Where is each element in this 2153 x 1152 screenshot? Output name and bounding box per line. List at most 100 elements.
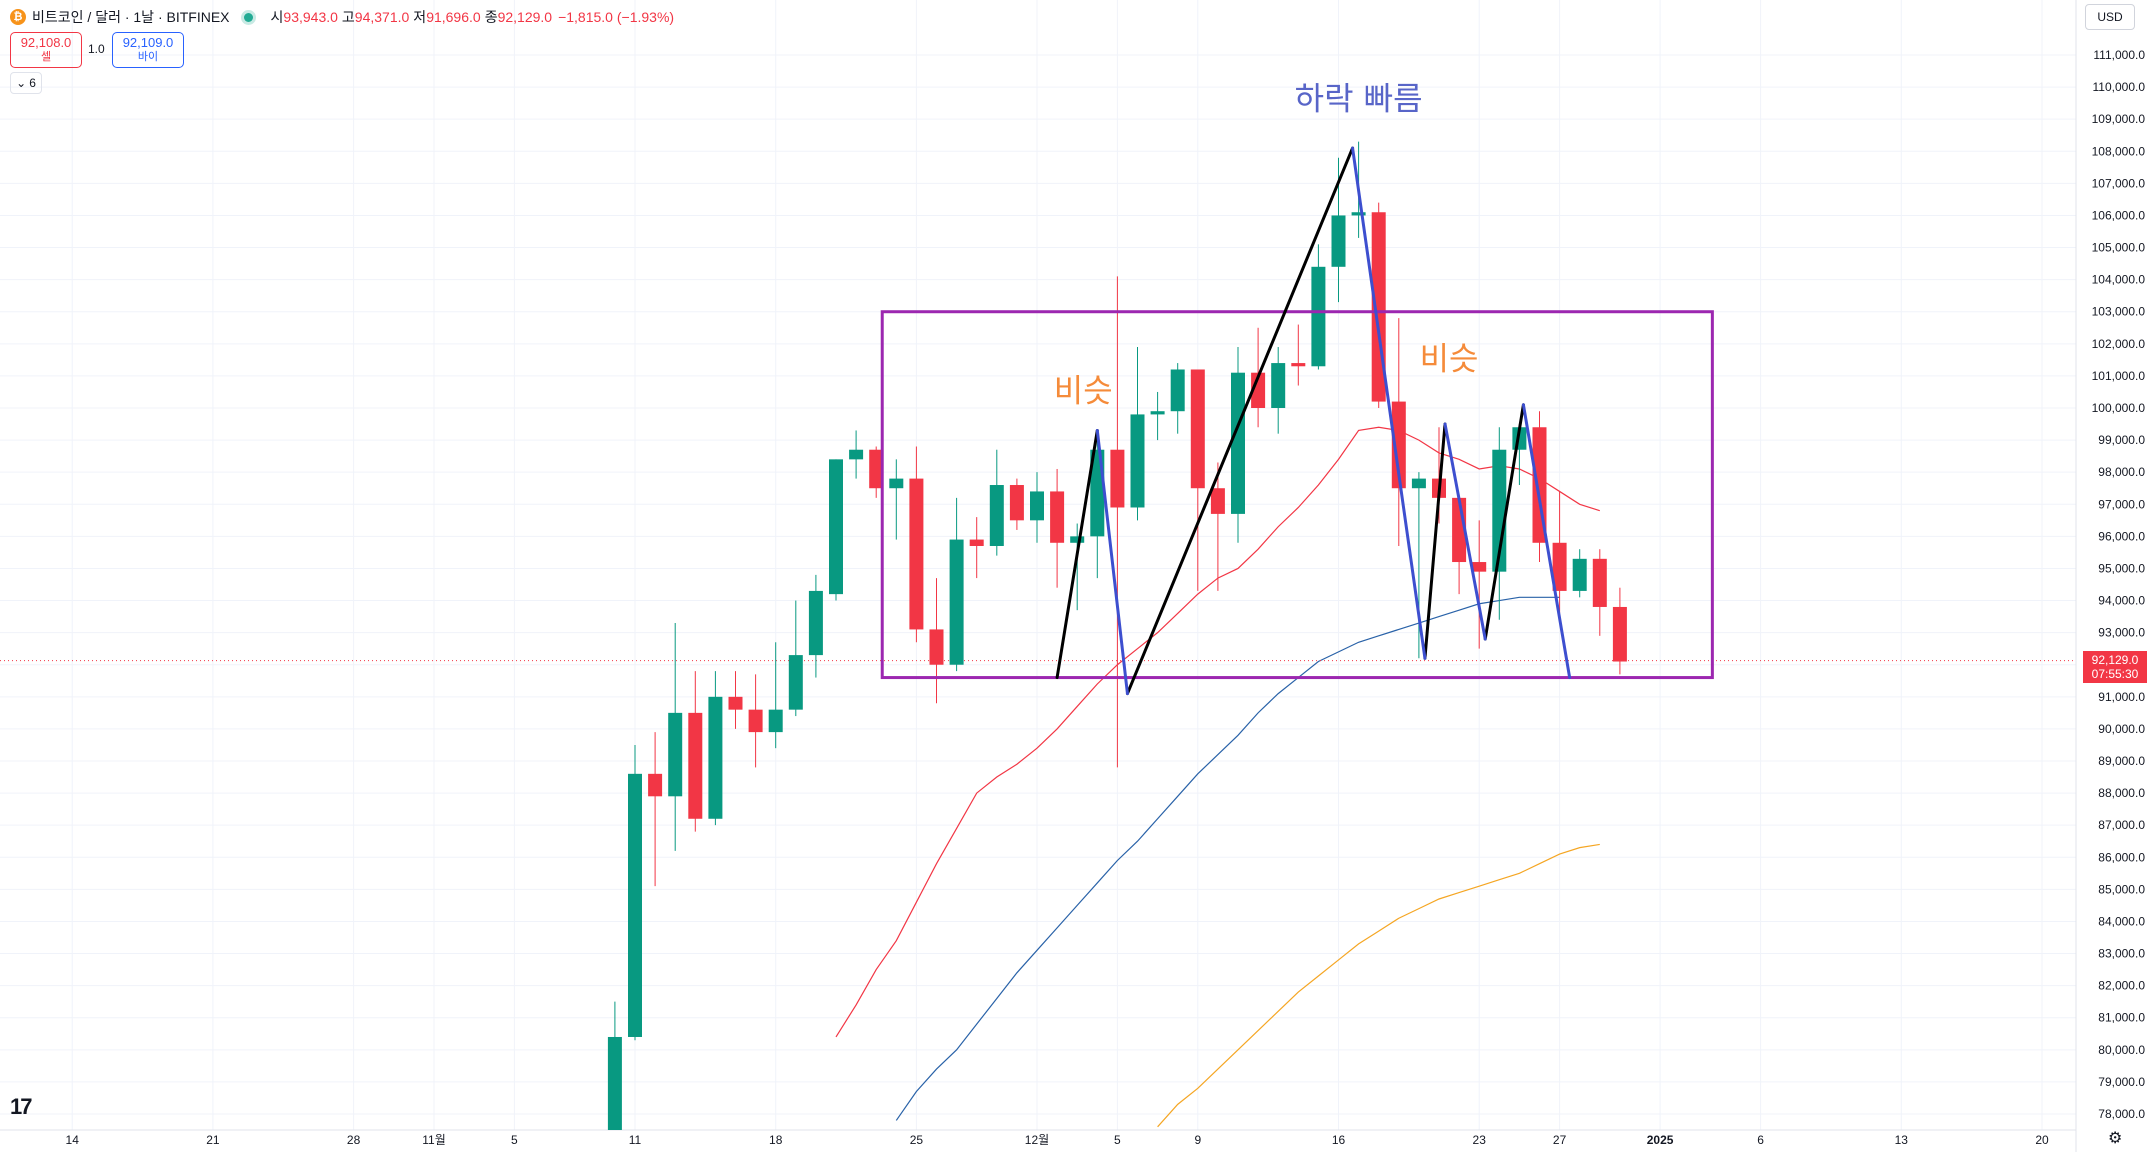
spread-value: 1.0 <box>88 42 105 56</box>
x-tick-label: 9 <box>1194 1133 1201 1147</box>
ohlc-change: −1,815.0 (−1.93%) <box>558 9 675 25</box>
x-tick-label: 23 <box>1473 1133 1487 1147</box>
candle-body <box>1331 215 1346 267</box>
y-tick-label: 111,000.0 <box>2093 48 2145 62</box>
y-tick-label: 110,000.0 <box>2093 80 2146 94</box>
y-tick-label: 97,000.0 <box>2098 497 2145 511</box>
candle-body <box>788 655 803 710</box>
candle-body <box>1050 491 1065 543</box>
candle-body <box>1170 369 1185 412</box>
gear-icon[interactable]: ⚙ <box>2108 1130 2123 1147</box>
x-tick-label: 16 <box>1332 1133 1346 1147</box>
bitcoin-icon: ₿ <box>10 9 26 25</box>
y-tick-label: 102,000.0 <box>2092 337 2146 351</box>
x-tick-label: 11월 <box>422 1133 446 1147</box>
ohlc-close-value: 92,129.0 <box>497 9 553 25</box>
candle-body <box>1391 401 1406 489</box>
candle-body <box>1110 449 1125 508</box>
y-tick-label: 99,000.0 <box>2098 433 2145 447</box>
candle-body <box>768 709 783 733</box>
x-tick-label: 11 <box>629 1133 642 1147</box>
candle-body <box>1411 478 1426 489</box>
y-tick-label: 79,000.0 <box>2098 1075 2145 1089</box>
y-tick-label: 96,000.0 <box>2098 529 2145 543</box>
candle-body <box>748 709 763 733</box>
candle-body <box>1251 372 1266 408</box>
y-tick-label: 80,000.0 <box>2098 1043 2145 1057</box>
last-price-value: 92,129.0 <box>2091 653 2139 667</box>
candle-body <box>1009 485 1024 521</box>
candle-body <box>728 696 743 710</box>
candle-body <box>1190 369 1205 489</box>
trend-line-down <box>1443 422 1487 641</box>
buy-button[interactable]: 92,109.0 바이 <box>112 32 184 68</box>
tradingview-logo[interactable]: 17 <box>10 1094 33 1119</box>
ohlc-open-label: 시 <box>270 9 284 25</box>
y-tick-label: 89,000.0 <box>2098 754 2145 768</box>
candle-body <box>929 629 944 665</box>
y-tick-label: 78,000.0 <box>2098 1107 2145 1121</box>
candle-body <box>1070 536 1085 543</box>
ma-orange-line <box>1157 843 1600 1128</box>
candle-body <box>648 773 663 797</box>
indicators-toggle-button[interactable]: ⌄ 6 <box>10 72 42 94</box>
y-tick-label: 86,000.0 <box>2098 850 2145 864</box>
buy-price: 92,109.0 <box>122 35 174 50</box>
candle-body <box>1311 266 1326 367</box>
last-price-tag: 92,129.0 07:55:30 <box>2083 651 2147 683</box>
candle-body <box>1351 212 1366 216</box>
x-tick-label: 28 <box>347 1133 361 1147</box>
candle-body <box>869 449 884 489</box>
range-box <box>880 310 1714 680</box>
candle-body <box>607 1036 622 1130</box>
candle-body <box>829 459 843 595</box>
indicator-count: 6 <box>29 76 36 90</box>
y-tick-label: 104,000.0 <box>2092 273 2146 287</box>
y-tick-label: 98,000.0 <box>2098 465 2145 479</box>
trend-line-down <box>1095 428 1129 696</box>
candle-body <box>1572 558 1587 591</box>
x-tick-label: 6 <box>1757 1133 1764 1147</box>
candle-body <box>1130 414 1145 508</box>
x-tick-label: 13 <box>1895 1133 1909 1147</box>
y-tick-label: 91,000.0 <box>2098 690 2145 704</box>
y-tick-label: 108,000.0 <box>2092 144 2146 158</box>
candle-body <box>909 478 924 630</box>
trend-line-up <box>1423 422 1447 660</box>
candle-body <box>1472 562 1487 572</box>
y-tick-label: 101,000.0 <box>2092 369 2146 383</box>
chevron-down-icon: ⌄ <box>16 76 27 90</box>
symbol-title[interactable]: 비트코인 / 달러 · 1날 · BITFINEX <box>32 9 230 25</box>
candle-body <box>1271 363 1286 408</box>
y-tick-label: 94,000.0 <box>2098 594 2145 608</box>
y-tick-label: 82,000.0 <box>2098 979 2145 993</box>
y-tick-label: 87,000.0 <box>2098 818 2145 832</box>
trend-line-down <box>1521 403 1572 680</box>
x-tick-label: 25 <box>910 1133 924 1147</box>
x-tick-label: 21 <box>206 1133 220 1147</box>
candle-body <box>1612 606 1627 662</box>
candle-body <box>989 485 1004 546</box>
trend-line-up <box>1055 428 1099 680</box>
currency-button[interactable]: USD <box>2085 4 2135 30</box>
trend-line-down <box>1351 146 1427 660</box>
candle-body <box>949 539 964 665</box>
ohlc-open-value: 93,943.0 <box>283 9 338 25</box>
sell-button[interactable]: 92,108.0 셀 <box>10 32 82 68</box>
candle-body <box>1210 488 1225 514</box>
candle-body <box>1552 542 1567 591</box>
x-tick-label: 2025 <box>1647 1133 1674 1147</box>
y-tick-label: 93,000.0 <box>2098 626 2145 640</box>
sell-label: 셀 <box>40 51 52 63</box>
candle-body <box>708 696 723 819</box>
ma-blue-line <box>895 596 1560 1121</box>
x-tick-label: 5 <box>511 1133 518 1147</box>
ohlc-low-label: 저 <box>413 9 427 25</box>
annotation-text: 비슷 <box>1420 339 1479 377</box>
y-tick-label: 106,000.0 <box>2092 208 2146 222</box>
candle-body <box>628 773 642 1037</box>
y-tick-label: 105,000.0 <box>2092 241 2146 255</box>
